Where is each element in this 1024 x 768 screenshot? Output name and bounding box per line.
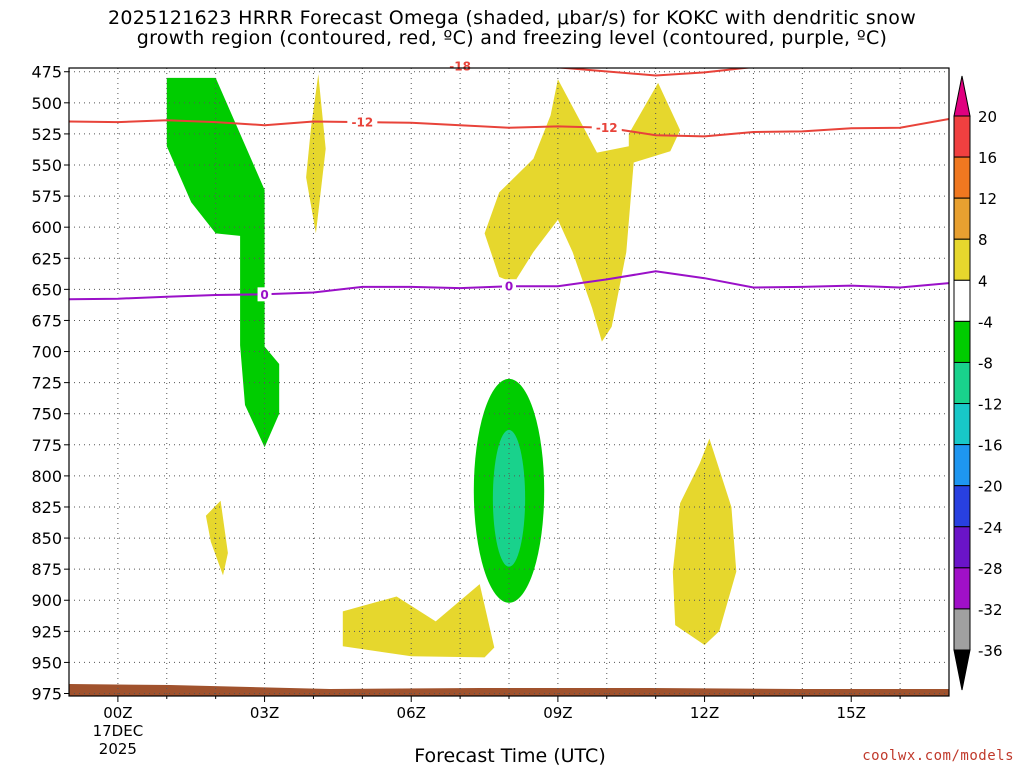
x-axis-label: Forecast Time (UTC) xyxy=(414,745,606,767)
y-tick-label: 525 xyxy=(31,125,62,144)
colorbar-tick-label: -4 xyxy=(978,313,993,331)
contour-label-bg xyxy=(257,287,272,302)
colorbar-tick-label: -36 xyxy=(978,642,1003,660)
terrain-strip xyxy=(69,684,949,696)
contour-label: 0 xyxy=(260,288,268,302)
colorbar-tick-label: 4 xyxy=(978,272,988,290)
title-line-1: 2025121623 HRRR Forecast Omega (shaded, … xyxy=(107,7,917,29)
omega-area-5 xyxy=(672,438,737,645)
contour-label: 0 xyxy=(505,280,513,294)
contour-label: -12 xyxy=(596,121,618,135)
colorbar-tick-label: -20 xyxy=(978,478,1003,496)
colorbar-tick-label: -28 xyxy=(978,560,1003,578)
y-tick-label: 900 xyxy=(31,591,62,610)
contour-line-2 xyxy=(527,68,754,77)
title-line-2: growth region (contoured, red, ºC) and f… xyxy=(136,27,888,49)
contour-label-bg xyxy=(591,120,622,135)
colorbar-bin xyxy=(953,485,971,528)
contour-line-1 xyxy=(69,118,949,138)
y-tick-label: 925 xyxy=(31,622,62,641)
contour-labels: 0 0 -12 -12 -18 xyxy=(257,59,622,302)
colorbar-tick-label: -8 xyxy=(978,354,993,372)
y-tick-label: 500 xyxy=(31,94,62,113)
y-tick-label: 975 xyxy=(31,685,62,704)
x-tick-label: 12Z xyxy=(690,704,719,722)
colorbar-tick-label: 20 xyxy=(978,108,997,126)
y-tick-label: 775 xyxy=(31,436,62,455)
colorbar-tick-label: 8 xyxy=(978,231,988,249)
x-tick-label: 03Z xyxy=(250,704,279,722)
colorbar-tick-label: -32 xyxy=(978,601,1003,619)
colorbar-bin xyxy=(953,320,971,363)
y-tick-label: 825 xyxy=(31,498,62,517)
colorbar-bin xyxy=(953,361,971,405)
y-tick-label: 700 xyxy=(31,343,62,362)
y-tick-label: 475 xyxy=(31,63,62,82)
y-tick-label: 650 xyxy=(31,280,62,299)
omega-shading xyxy=(69,74,949,696)
contour-label: -18 xyxy=(449,60,471,74)
colorbar-tick-label: -24 xyxy=(978,519,1003,537)
y-tick-label: 800 xyxy=(31,467,62,486)
colorbar-bin xyxy=(953,238,971,281)
y-tick-label: 675 xyxy=(31,311,62,330)
y-tick-label: 550 xyxy=(31,156,62,175)
colorbar-bin xyxy=(953,279,971,322)
colorbar-tick-label: -16 xyxy=(978,437,1003,455)
grid-lines xyxy=(69,68,949,696)
x-tick-sublabel: 17DEC xyxy=(93,722,144,740)
y-tick-label: 625 xyxy=(31,249,62,268)
y-tick-label: 750 xyxy=(31,405,62,424)
omega-area-4 xyxy=(342,584,495,658)
omega-area-3 xyxy=(205,500,228,576)
x-tick-label: 06Z xyxy=(397,704,426,722)
colorbar: 20 16 12 8 4 -4 -8 -12 -16 -20 -24 -28 -32 -36 xyxy=(953,75,1003,691)
x-tick-label: 00Z xyxy=(103,704,132,722)
colorbar-arrow xyxy=(953,649,971,691)
colorbar-tick-label: 16 xyxy=(978,149,997,167)
chart-title: 2025121623 HRRR Forecast Omega (shaded, … xyxy=(0,8,1024,48)
colorbar-bin xyxy=(953,197,971,240)
colorbar-arrow xyxy=(953,75,971,117)
y-tick-label: 600 xyxy=(31,218,62,237)
x-tick-sublabel: 2025 xyxy=(99,740,137,758)
colorbar-tick-label: -12 xyxy=(978,396,1003,414)
colorbar-bin xyxy=(953,608,971,651)
y-tick-label: 850 xyxy=(31,529,62,548)
contour-label: -12 xyxy=(351,116,373,130)
colorbar-bin xyxy=(953,526,971,569)
colorbar-bin xyxy=(953,403,971,446)
y-tick-label: 725 xyxy=(31,374,62,393)
x-tick-label: 09Z xyxy=(543,704,572,722)
contour-label-bg xyxy=(347,115,378,130)
contour-label-bg xyxy=(502,279,516,294)
y-tick-label: 950 xyxy=(31,653,62,672)
y-axis: 475 500 525 550 575 600 625 650 675 700 725 750 775 8… xyxy=(31,63,69,704)
y-tick-label: 575 xyxy=(31,187,62,206)
omega-area-0 xyxy=(166,77,280,448)
colorbar-bin xyxy=(953,115,971,158)
x-tick-label: 15Z xyxy=(837,704,866,722)
colorbar-tick-label: 12 xyxy=(978,190,997,208)
y-tick-label: 875 xyxy=(31,560,62,579)
credit-text: coolwx.com/models xyxy=(862,748,1014,764)
contour-label-bg xyxy=(445,59,476,74)
colorbar-bin xyxy=(953,444,971,487)
colorbar-bin xyxy=(953,156,971,199)
omega-area-1 xyxy=(306,74,326,234)
omega-area-2 xyxy=(484,79,681,342)
colorbar-bin xyxy=(953,567,971,610)
